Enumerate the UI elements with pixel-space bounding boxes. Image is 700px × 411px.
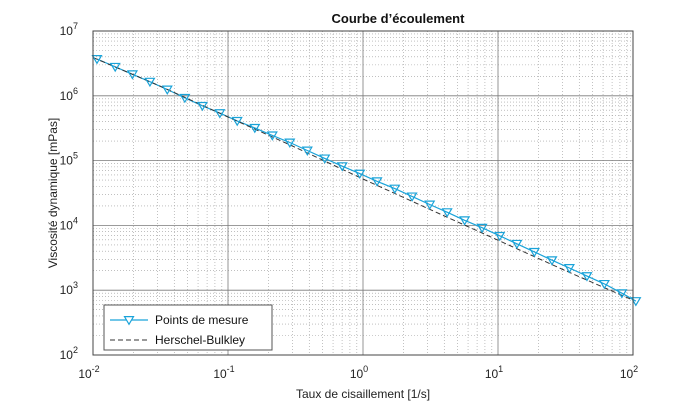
measurement-point: [630, 297, 642, 307]
x-tick-base: 10: [350, 367, 364, 381]
x-tick-exponent: -2: [92, 364, 100, 374]
y-tick-label: 102: [60, 345, 78, 362]
chart-title: Courbe d’écoulement: [332, 11, 466, 26]
measurement-point: [563, 264, 575, 274]
x-tick-label: 100: [350, 364, 368, 381]
x-tick-exponent: 1: [498, 364, 503, 374]
measurement-point: [459, 216, 471, 226]
measurement-point: [424, 200, 436, 210]
y-tick-label: 106: [60, 86, 78, 103]
x-tick-labels: 10-2 10-1 100 101 102: [78, 364, 638, 381]
series-layer: [91, 55, 642, 307]
measurement-point: [109, 62, 121, 73]
measurement-point: [319, 154, 331, 164]
measurement-point: [616, 289, 628, 299]
legend-label-points: Points de mesure: [155, 313, 249, 327]
measurement-point: [406, 192, 418, 202]
y-tick-base: 10: [60, 218, 74, 232]
measurement-point: [441, 208, 453, 218]
y-tick-exponent: 3: [73, 280, 78, 290]
measurement-point: [266, 131, 278, 141]
measurement-point: [494, 231, 506, 242]
legend: Points de mesure Herschel-Bulkley: [103, 304, 273, 351]
y-axis-label: Viscosité dynamique [mPas]: [46, 118, 60, 269]
measurement-point: [354, 169, 366, 180]
y-tick-base: 10: [60, 348, 74, 362]
measurement-point: [161, 85, 173, 95]
measurement-point: [476, 223, 488, 234]
legend-box: [103, 304, 273, 351]
measurement-point: [371, 177, 383, 187]
y-tick-label: 104: [60, 215, 78, 232]
y-tick-label: 105: [60, 151, 78, 168]
measurement-point: [389, 184, 401, 195]
y-tick-exponent: 6: [73, 86, 78, 96]
y-tick-base: 10: [60, 24, 74, 38]
measurement-point: [546, 256, 558, 266]
y-tick-label: 103: [60, 280, 78, 297]
y-tick-exponent: 2: [73, 345, 78, 355]
measurement-point: [301, 146, 313, 156]
legend-label-herschel-bulkley: Herschel-Bulkley: [155, 333, 245, 347]
measurement-point: [91, 55, 103, 65]
x-tick-base: 10: [78, 367, 92, 381]
x-tick-exponent: 0: [363, 364, 368, 374]
x-axis-label: Taux de cisaillement [1/s]: [296, 387, 430, 401]
x-tick-base: 10: [213, 367, 227, 381]
x-tick-base: 10: [485, 367, 499, 381]
measurement-point: [336, 162, 348, 172]
x-tick-base: 10: [620, 367, 634, 381]
measurement-point: [528, 247, 540, 258]
x-tick-label: 10-2: [78, 364, 99, 381]
measurement-point: [196, 101, 208, 112]
measurement-point: [231, 116, 243, 127]
y-tick-base: 10: [60, 283, 74, 297]
y-tick-exponent: 4: [73, 215, 78, 225]
measurement-point: [598, 279, 610, 290]
y-tick-exponent: 7: [73, 21, 78, 31]
measurement-point: [214, 109, 226, 119]
x-tick-label: 102: [620, 364, 638, 381]
herschel-bulkley-line: [92, 57, 634, 301]
measurement-point: [144, 77, 156, 88]
measurement-point: [511, 239, 523, 250]
y-tick-base: 10: [60, 89, 74, 103]
x-tick-exponent: 2: [633, 364, 638, 374]
plot-frame: [92, 30, 634, 356]
y-tick-label: 107: [60, 21, 78, 38]
x-tick-exponent: -1: [227, 364, 235, 374]
measurement-point: [581, 272, 593, 282]
measurement-point: [126, 70, 139, 80]
y-tick-exponent: 5: [73, 151, 78, 161]
legend-marker-triangle: [123, 316, 135, 326]
measurement-point: [284, 138, 296, 148]
x-tick-label: 10-1: [213, 364, 234, 381]
x-tick-label: 101: [485, 364, 503, 381]
y-tick-base: 10: [60, 154, 74, 168]
measurement-point: [249, 123, 261, 134]
measurement-point: [179, 93, 191, 104]
